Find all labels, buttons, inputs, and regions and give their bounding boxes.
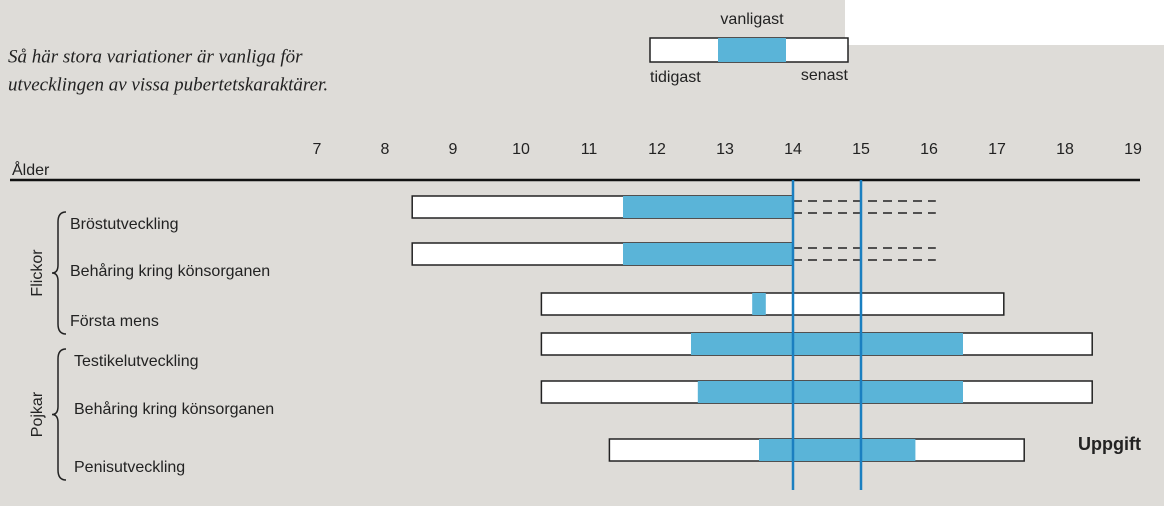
x-tick-label: 10 — [512, 141, 530, 158]
legend-common — [718, 38, 786, 62]
x-tick-label: 7 — [313, 141, 322, 158]
common-bar — [623, 196, 793, 218]
common-bar — [752, 293, 766, 315]
category-label: Första mens — [70, 313, 159, 330]
x-tick-label: 12 — [648, 141, 666, 158]
chart: Så här stora variationer är vanliga för … — [0, 0, 1164, 506]
category-label: Testikelutveckling — [74, 353, 199, 370]
range-bar — [541, 293, 1003, 315]
x-tick-label: 8 — [381, 141, 390, 158]
category-label: Behåring kring könsorganen — [70, 262, 270, 280]
x-tick-label: 15 — [852, 141, 870, 158]
x-tick-label: 14 — [784, 141, 802, 158]
x-tick-label: 13 — [716, 141, 734, 158]
x-tick-label: 9 — [449, 141, 458, 158]
x-tick-label: 16 — [920, 141, 938, 158]
group-label: Pojkar — [29, 391, 46, 437]
category-label: Penisutveckling — [74, 459, 185, 476]
x-tick-label: 18 — [1056, 141, 1074, 158]
group-label: Flickor — [29, 249, 46, 297]
category-label: Bröstutveckling — [70, 216, 179, 233]
legend-label: vanligast — [720, 11, 784, 28]
common-bar — [691, 333, 963, 355]
x-tick-label: 19 — [1124, 141, 1142, 158]
x-tick-label: 11 — [581, 141, 598, 158]
common-bar — [623, 243, 793, 265]
common-bar — [759, 439, 915, 461]
category-label: Behåring kring könsorganen — [74, 400, 274, 418]
legend-label: tidigast — [650, 69, 701, 86]
title-line: Så här stora variationer är vanliga för — [8, 46, 303, 67]
corner-image — [845, 0, 1164, 45]
x-axis-label: Ålder — [12, 160, 50, 179]
legend-label: senast — [801, 67, 849, 84]
side-text: Uppgift — [1078, 434, 1141, 454]
x-tick-label: 17 — [988, 141, 1006, 158]
common-bar — [698, 381, 963, 403]
title-line: utvecklingen av vissa pubertetskaraktäre… — [8, 74, 328, 95]
